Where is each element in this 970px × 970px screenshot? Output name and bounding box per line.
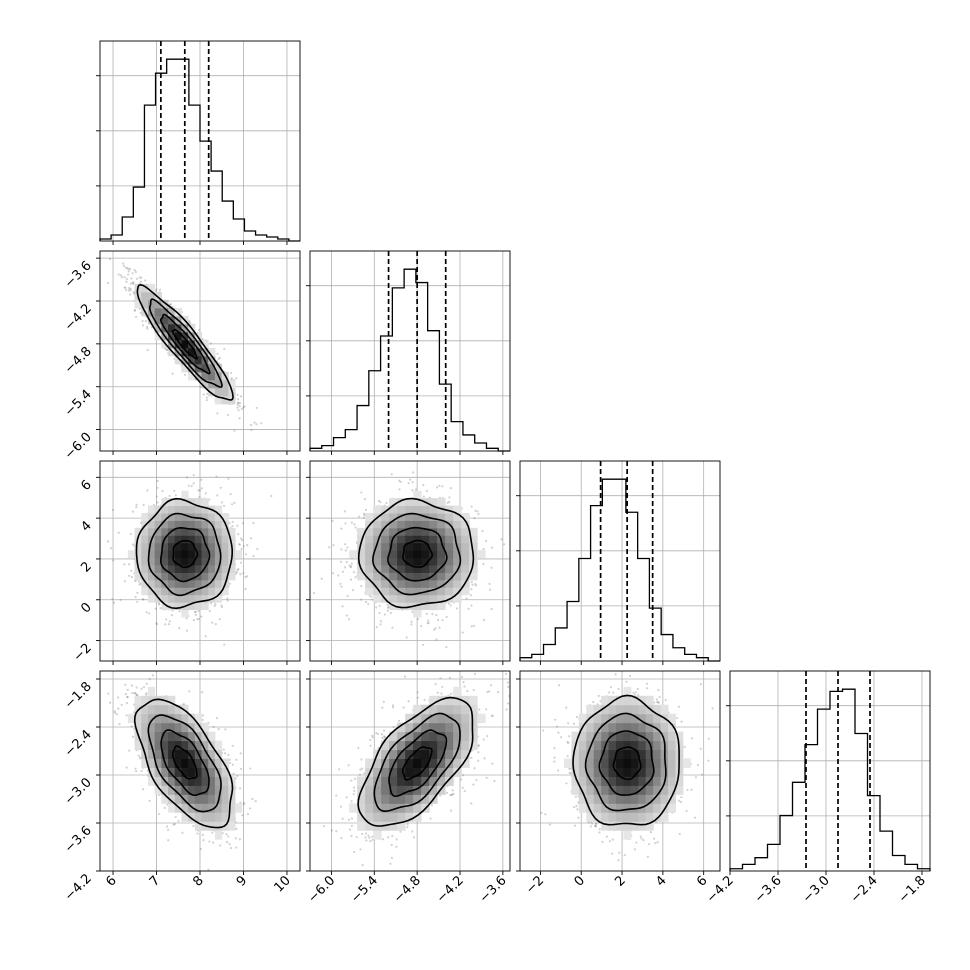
- x-tick-label: 0: [572, 873, 588, 889]
- density-layer: [106, 257, 263, 432]
- x-tick-label: −2.4: [848, 873, 881, 906]
- panel-frame: [519, 460, 721, 662]
- density-cells: [127, 686, 243, 840]
- density-layer: [312, 471, 510, 649]
- x-tick-label: −6.0: [305, 873, 338, 906]
- hist-panel-0: [96, 40, 301, 245]
- density-cells: [349, 490, 486, 618]
- x-tick-label: −3.6: [477, 873, 510, 906]
- contour-line: [147, 714, 222, 813]
- histogram-step-line: [99, 58, 300, 242]
- hist-panel-2: [516, 460, 721, 665]
- density-layer: [322, 671, 510, 867]
- density-cells: [564, 686, 691, 840]
- y-tick-label: 6: [78, 478, 94, 494]
- contour-line: [612, 746, 642, 781]
- contour-line: [136, 283, 234, 401]
- y-tick-label: −2: [71, 641, 95, 665]
- scatter-panel-3-1: −6.0 −5.4 −4.8 −4.2 −3.6: [305, 670, 511, 906]
- contour-line: [401, 746, 433, 781]
- y-tick-label: −4.2: [62, 301, 95, 334]
- y-tick-label: −3.0: [62, 775, 95, 808]
- histogram-step-line: [519, 478, 720, 662]
- y-tick-label: −3.6: [62, 258, 95, 291]
- density-layer: [106, 473, 273, 646]
- density-layer: [107, 674, 257, 871]
- x-tick-label: −4.2: [434, 873, 467, 906]
- x-tick-label: −2: [523, 873, 547, 897]
- contour-line: [371, 512, 462, 596]
- scatter-panel-2-0: −2 0 2 4 6: [71, 460, 301, 665]
- x-tick-label: −1.8: [896, 873, 929, 906]
- y-tick-label: −4.8: [62, 344, 95, 377]
- x-tick-label: −5.4: [348, 873, 381, 906]
- y-tick-label: −4.2: [62, 871, 95, 904]
- panel-frame: [309, 250, 511, 452]
- density-cells: [349, 686, 486, 840]
- contour-line: [387, 526, 448, 582]
- contour-line: [159, 526, 211, 583]
- y-tick-label: 4: [78, 518, 94, 534]
- contour-line: [133, 698, 234, 829]
- x-tick-label: 6: [103, 873, 119, 889]
- x-tick-label: 7: [147, 873, 163, 889]
- y-tick-label: −1.8: [62, 679, 95, 712]
- histogram-step-line: [729, 688, 931, 871]
- contour-line: [159, 313, 211, 375]
- y-tick-label: −6.0: [62, 430, 95, 463]
- panel-frame: [729, 670, 931, 872]
- contour-line: [147, 512, 222, 597]
- x-tick-label: −4.8: [391, 873, 424, 906]
- x-tick-label: 10: [271, 873, 293, 895]
- scatter-panel-3-2: −2 0 2 4 6: [516, 670, 721, 897]
- density-layer: [540, 673, 714, 862]
- contour-line: [171, 328, 198, 360]
- contour-line: [357, 696, 474, 827]
- scatter-panel-1-0: −6.0 −5.4 −4.8 −4.2 −3.6: [62, 250, 301, 463]
- contour-line: [160, 729, 210, 797]
- contour-line: [172, 540, 199, 569]
- y-tick-label: −3.6: [62, 823, 95, 856]
- density-cells: [127, 490, 243, 618]
- contour-line: [373, 712, 461, 813]
- contour-line: [388, 729, 448, 798]
- contour-line: [171, 745, 198, 780]
- contour-line: [135, 497, 233, 610]
- histogram-step-line: [309, 268, 510, 452]
- x-tick-label: −3.6: [752, 873, 785, 906]
- contour-line: [598, 730, 655, 796]
- scatter-panel-2-1: [306, 460, 511, 665]
- x-tick-label: 4: [653, 873, 669, 889]
- x-tick-label: 2: [612, 873, 628, 889]
- hist-panel-3: −4.2 −3.6 −3.0 −2.4 −1.8: [704, 670, 931, 906]
- y-tick-label: 0: [78, 600, 94, 616]
- hist-panel-1: [306, 250, 511, 455]
- x-tick-label: 6: [694, 873, 710, 889]
- x-tick-label: 9: [234, 873, 250, 889]
- contour-line: [357, 497, 475, 609]
- contour-line: [572, 694, 680, 826]
- contour-line: [402, 539, 434, 568]
- scatter-panel-3-0: −4.2 −3.6 −3.0 −2.4 −1.8 6 7 8 9 10: [62, 670, 301, 904]
- panel-frame: [309, 670, 511, 872]
- x-tick-label: −3.0: [800, 873, 833, 906]
- panel-frame: [519, 670, 721, 872]
- panel-frame: [309, 460, 511, 662]
- contour-line: [148, 298, 223, 388]
- y-tick-label: −2.4: [62, 727, 95, 760]
- contour-line: [584, 712, 667, 812]
- x-tick-label: −4.2: [704, 873, 737, 906]
- x-tick-label: 8: [190, 873, 206, 889]
- y-tick-label: −5.4: [62, 387, 95, 420]
- y-tick-label: 2: [78, 559, 94, 575]
